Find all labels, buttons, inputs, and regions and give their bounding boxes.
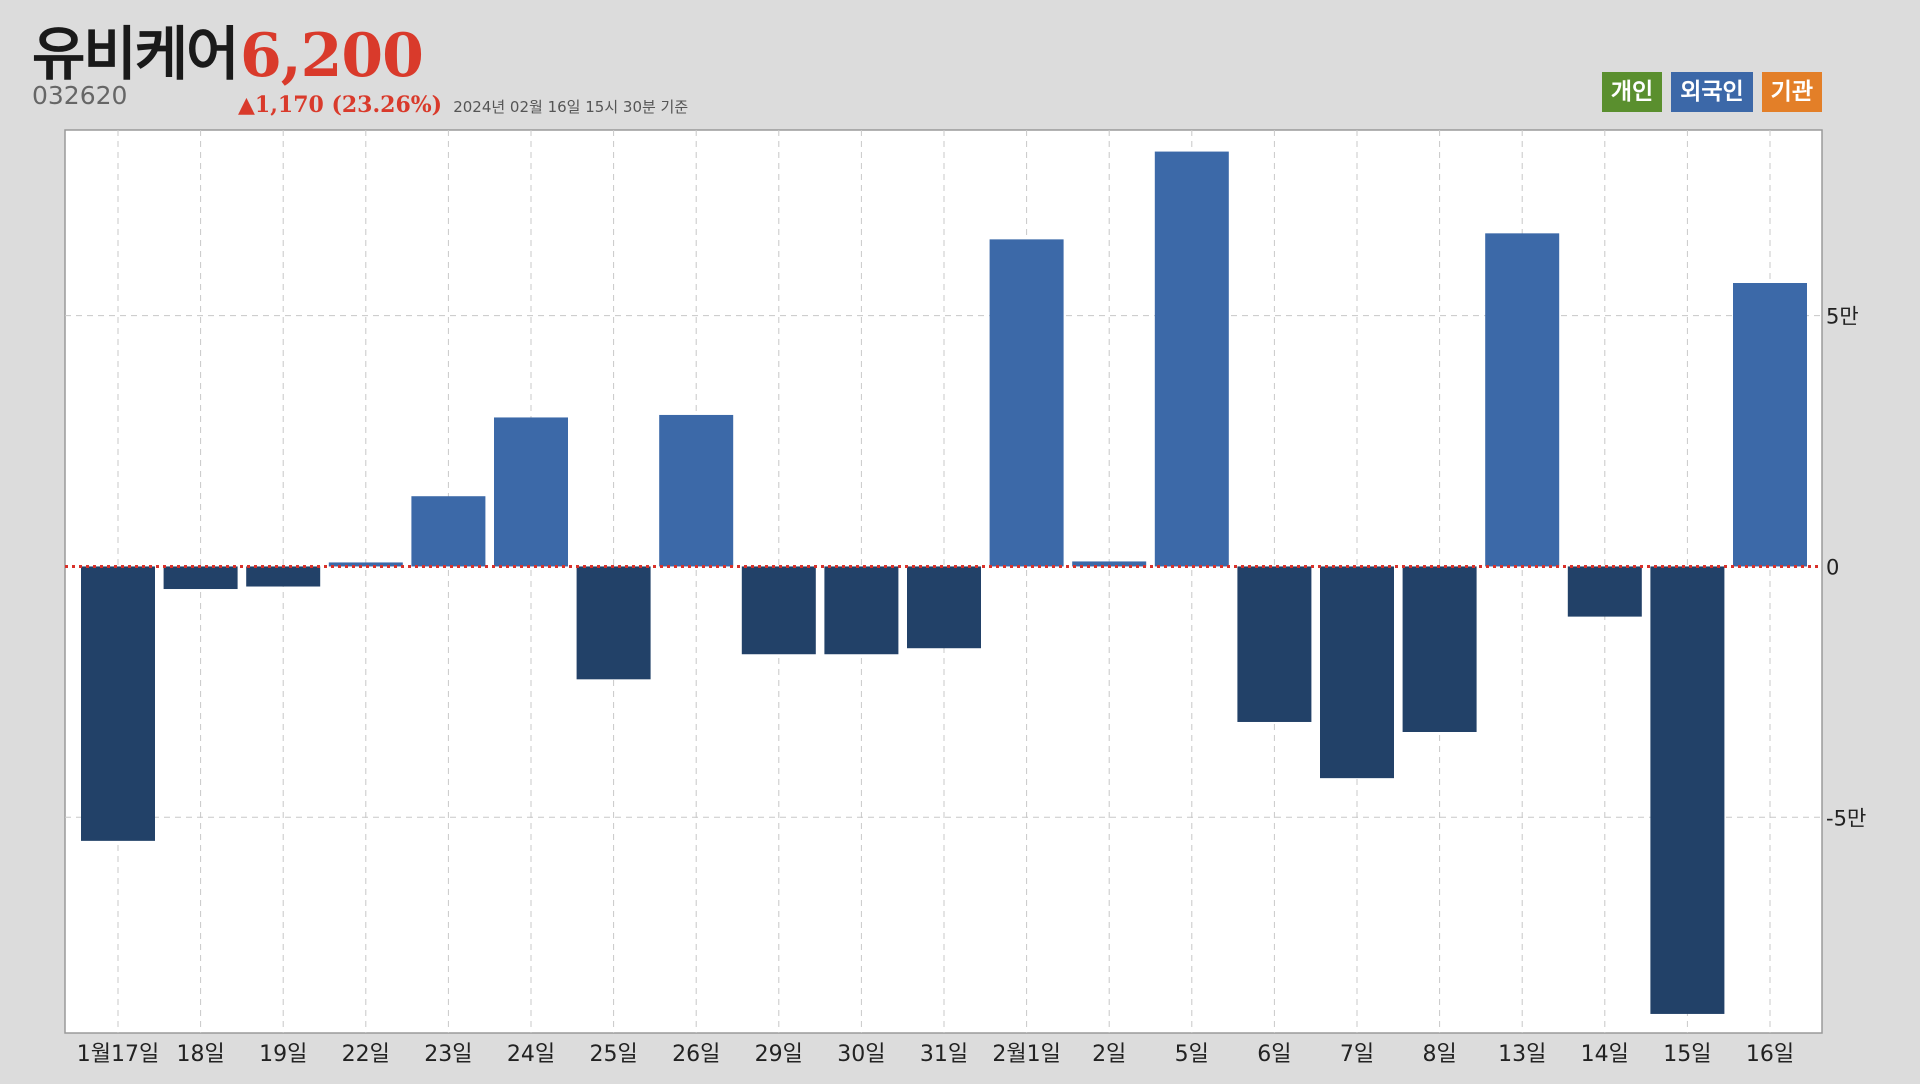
x-tick-label: 24일 [507, 1042, 555, 1067]
y-tick-label: 5만 [1826, 305, 1859, 329]
bar-30일 [824, 566, 899, 655]
bar-18일 [163, 566, 238, 590]
x-tick-label: 13일 [1498, 1042, 1546, 1067]
stock-price: 6,200 [240, 21, 424, 91]
x-tick-label: 31일 [920, 1042, 968, 1067]
bar-2일 [1072, 561, 1147, 567]
bar-2월1일 [989, 239, 1064, 567]
x-tick-label: 23일 [424, 1042, 472, 1067]
bar-19일 [246, 566, 321, 587]
x-tick-label: 30일 [837, 1042, 885, 1067]
x-tick-label: 8일 [1422, 1042, 1456, 1067]
x-tick-label: 15일 [1663, 1042, 1711, 1067]
bar-8일 [1402, 566, 1477, 732]
change-line: ▲1,170 (23.26%) 2024년 02월 16일 15시 30분 기준 [238, 90, 688, 122]
bar-24일 [494, 417, 568, 567]
y-tick-label: 0 [1826, 555, 1839, 579]
price-change: ▲1,170 (23.26%) [238, 92, 443, 118]
bar-31일 [907, 566, 981, 649]
bar-6일 [1237, 566, 1312, 722]
x-tick-label: 26일 [672, 1042, 720, 1067]
bar-29일 [741, 566, 816, 655]
bar-26일 [659, 414, 734, 567]
stock-code: 032620 [32, 81, 128, 110]
y-tick-label: -5만 [1826, 806, 1866, 830]
x-tick-label: 18일 [176, 1042, 224, 1067]
x-tick-label: 16일 [1746, 1042, 1794, 1067]
x-tick-label: 19일 [259, 1042, 307, 1067]
bar-7일 [1320, 566, 1394, 779]
legend-individual[interactable]: 개인 [1601, 72, 1663, 112]
stock-name: 유비케어 [32, 20, 239, 88]
x-tick-label: 22일 [342, 1042, 390, 1067]
legend: 개인 외국인 기관 [1601, 72, 1822, 112]
x-tick-label: 29일 [755, 1042, 803, 1067]
bar-14일 [1567, 566, 1642, 617]
x-tick-label: 1월17일 [77, 1042, 159, 1067]
x-tick-label: 2일 [1092, 1042, 1126, 1067]
bar-16일 [1733, 283, 1807, 567]
bar-22일 [328, 562, 403, 567]
bar-15일 [1650, 566, 1725, 1014]
x-tick-label: 6일 [1257, 1042, 1291, 1067]
x-tick-label: 7일 [1340, 1042, 1374, 1067]
x-tick-label: 2월1일 [992, 1042, 1060, 1067]
bar-5일 [1154, 151, 1229, 567]
x-tick-label: 5일 [1175, 1042, 1209, 1067]
bar-1월17일 [81, 566, 155, 841]
x-tick-label: 14일 [1581, 1042, 1629, 1067]
legend-institution[interactable]: 기관 [1761, 72, 1822, 112]
bar-23일 [411, 496, 486, 567]
legend-foreign[interactable]: 외국인 [1671, 72, 1753, 112]
x-tick-label: 25일 [589, 1042, 637, 1067]
bar-13일 [1485, 233, 1560, 567]
as-of-timestamp: 2024년 02월 16일 15시 30분 기준 [453, 98, 689, 116]
bar-25일 [576, 566, 651, 680]
